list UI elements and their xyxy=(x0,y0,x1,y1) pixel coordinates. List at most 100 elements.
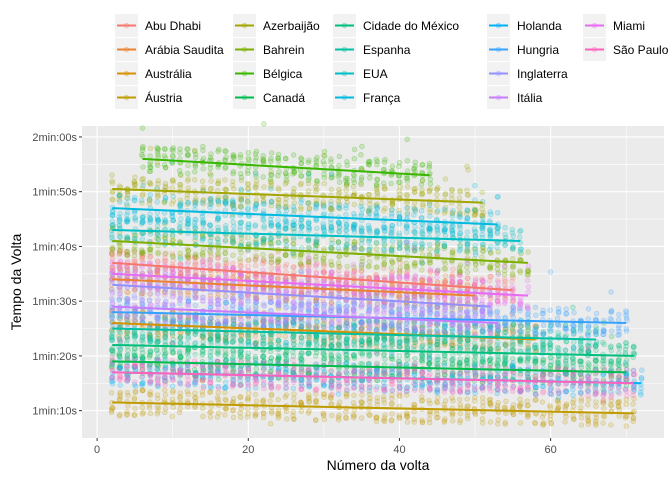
data-point xyxy=(351,400,357,406)
data-point xyxy=(297,255,304,261)
data-point xyxy=(140,387,146,394)
data-point xyxy=(442,278,448,284)
data-point xyxy=(200,413,206,419)
data-point xyxy=(336,189,343,196)
data-point xyxy=(442,398,449,404)
data-point xyxy=(177,339,184,346)
data-point xyxy=(450,223,456,229)
data-point xyxy=(479,276,485,282)
data-point xyxy=(125,290,131,296)
data-point xyxy=(313,269,319,275)
data-point xyxy=(457,230,463,236)
data-point xyxy=(245,168,251,174)
data-point xyxy=(397,245,403,251)
data-point xyxy=(260,335,267,341)
data-point xyxy=(411,262,418,268)
data-point xyxy=(155,146,162,152)
data-point xyxy=(321,263,327,270)
data-point xyxy=(388,180,394,187)
data-point xyxy=(253,148,260,155)
data-point xyxy=(161,219,168,226)
data-point xyxy=(177,261,183,267)
data-point xyxy=(479,254,485,260)
data-point xyxy=(147,179,153,186)
data-point xyxy=(434,192,440,198)
data-point xyxy=(486,397,493,403)
data-point xyxy=(547,412,554,419)
data-point xyxy=(230,414,237,420)
data-point xyxy=(404,276,410,282)
data-point xyxy=(351,229,358,235)
data-point xyxy=(291,152,297,158)
data-point xyxy=(457,356,464,362)
data-point xyxy=(321,261,327,268)
data-point xyxy=(184,340,191,347)
data-point xyxy=(192,252,198,259)
data-point xyxy=(585,402,591,408)
data-point xyxy=(321,227,327,234)
data-point xyxy=(328,171,335,177)
data-point xyxy=(192,351,198,358)
data-point xyxy=(147,145,154,152)
data-point xyxy=(479,416,486,422)
data-point xyxy=(426,397,432,404)
data-point xyxy=(578,361,584,368)
data-point xyxy=(140,219,146,226)
data-point xyxy=(222,389,228,396)
data-point xyxy=(267,359,274,365)
data-point xyxy=(630,344,637,351)
data-point xyxy=(509,278,515,285)
data-point xyxy=(146,267,153,274)
legend-key-point xyxy=(591,46,598,53)
data-point xyxy=(230,264,237,271)
data-point xyxy=(222,194,229,200)
data-point xyxy=(479,277,485,283)
data-point xyxy=(290,264,297,270)
data-point xyxy=(426,336,432,342)
data-point xyxy=(524,414,531,420)
data-point xyxy=(291,341,297,347)
data-point xyxy=(350,269,357,275)
data-point xyxy=(623,423,629,429)
data-point xyxy=(185,162,191,169)
data-point xyxy=(427,226,434,232)
data-point xyxy=(123,201,130,207)
data-point xyxy=(608,422,614,428)
data-point xyxy=(419,225,425,232)
data-point xyxy=(132,286,138,293)
data-point xyxy=(298,262,304,268)
data-point xyxy=(381,418,388,424)
data-point xyxy=(404,158,410,164)
data-point xyxy=(366,340,373,346)
data-point xyxy=(555,332,562,339)
data-point xyxy=(124,412,130,418)
data-point xyxy=(253,171,259,177)
data-point xyxy=(306,262,312,269)
data-point xyxy=(185,270,191,276)
data-point xyxy=(147,153,153,159)
data-point xyxy=(223,164,229,170)
data-point xyxy=(623,401,629,407)
data-point xyxy=(176,226,183,232)
data-point xyxy=(593,343,599,349)
data-point xyxy=(427,268,434,274)
data-point xyxy=(465,336,471,343)
data-point xyxy=(155,251,161,257)
data-point xyxy=(321,334,327,341)
data-point xyxy=(230,169,237,175)
data-point xyxy=(396,340,403,346)
legend-label: Canadá xyxy=(263,91,305,105)
data-point xyxy=(503,398,509,404)
data-point xyxy=(252,206,259,212)
data-point xyxy=(283,243,290,249)
legend-label: Itália xyxy=(517,91,543,105)
data-point xyxy=(230,260,236,267)
data-point xyxy=(298,342,304,348)
data-point xyxy=(147,349,154,356)
data-point xyxy=(245,180,251,187)
data-point xyxy=(124,249,131,255)
data-point xyxy=(313,398,319,405)
data-point xyxy=(237,263,244,269)
data-point xyxy=(388,271,395,277)
data-point xyxy=(177,390,183,396)
